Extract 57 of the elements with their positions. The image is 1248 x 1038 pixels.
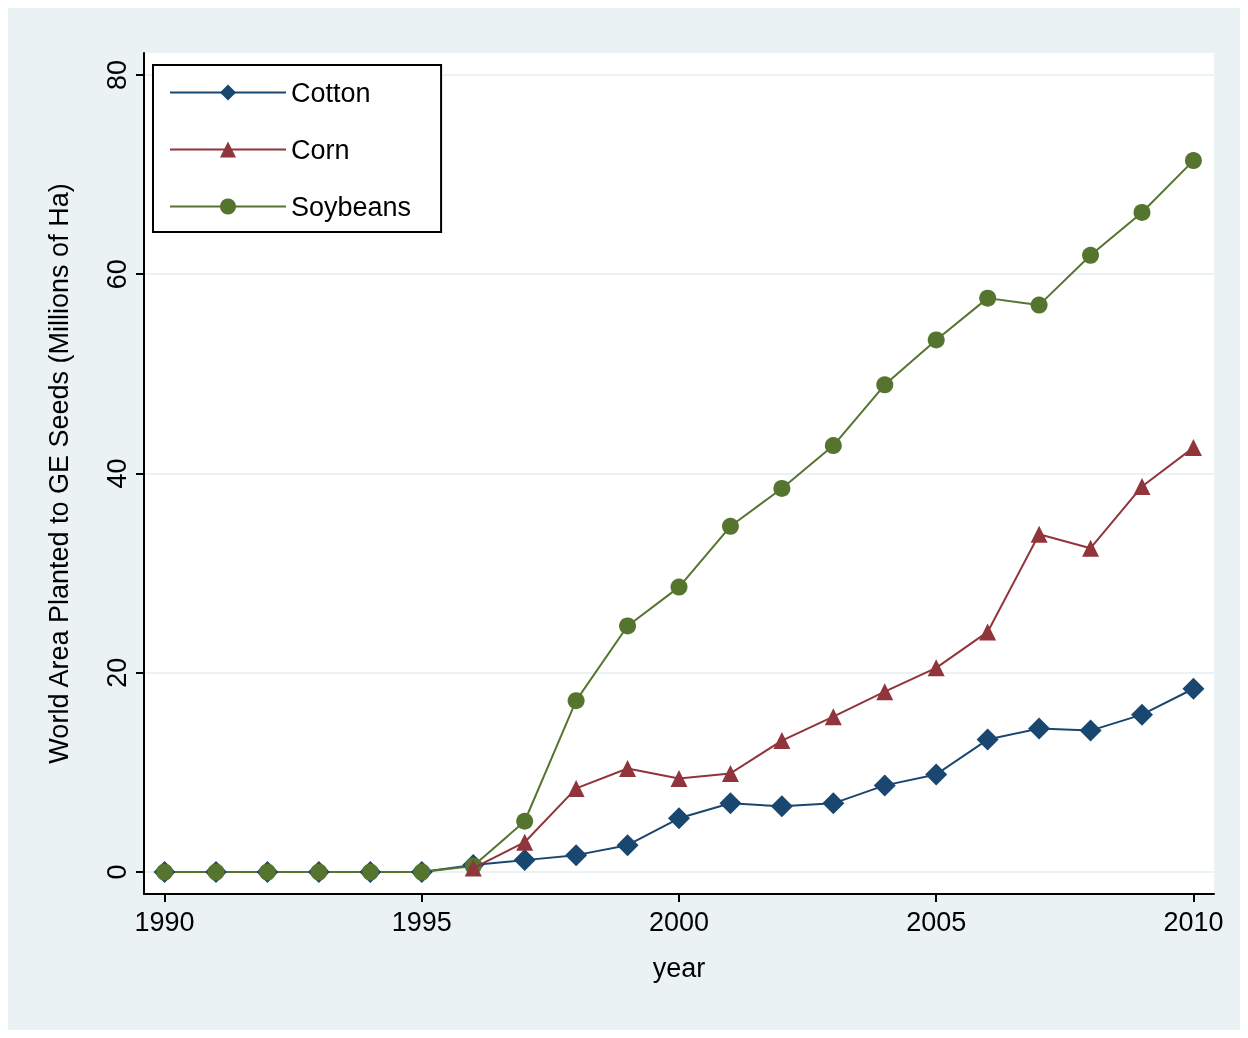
point	[619, 617, 637, 635]
legend-label: Soybeans	[291, 191, 412, 222]
point	[567, 692, 585, 710]
point	[1133, 477, 1151, 495]
point	[976, 728, 999, 751]
point	[719, 792, 742, 815]
point	[1082, 246, 1100, 264]
point	[1130, 703, 1153, 726]
point	[822, 792, 845, 815]
point	[876, 376, 894, 394]
point	[773, 479, 791, 497]
point	[516, 833, 534, 851]
point	[670, 578, 688, 596]
point	[1182, 677, 1205, 700]
point	[770, 795, 793, 818]
y-tick-label: 40	[101, 458, 132, 489]
y-tick-label: 60	[101, 259, 132, 290]
point	[1028, 717, 1051, 740]
point	[925, 763, 948, 786]
x-tick-label: 1990	[134, 906, 195, 937]
point	[979, 623, 997, 641]
point	[1082, 539, 1100, 557]
point	[876, 683, 894, 701]
y-tick-label: 0	[101, 864, 132, 880]
point	[824, 708, 842, 726]
legend-label: Cotton	[291, 77, 371, 108]
x-tick-label: 2000	[648, 906, 710, 937]
y-tick-label: 80	[101, 59, 132, 90]
point	[516, 812, 534, 830]
point	[565, 844, 588, 867]
point	[873, 774, 896, 797]
point	[1184, 152, 1202, 170]
point	[721, 764, 739, 782]
point	[668, 807, 690, 830]
point	[1079, 719, 1102, 742]
x-axis-title: year	[652, 952, 706, 983]
point	[1030, 525, 1048, 543]
point	[773, 732, 791, 750]
point	[824, 437, 842, 455]
point	[1030, 296, 1048, 314]
point	[927, 659, 945, 677]
point	[670, 769, 688, 787]
x-tick-label: 1995	[391, 906, 452, 937]
point	[721, 517, 739, 535]
x-tick-label: 2005	[906, 906, 967, 937]
point	[1184, 439, 1202, 457]
point	[979, 289, 997, 307]
point	[616, 834, 639, 857]
y-tick-label: 20	[101, 657, 132, 688]
point	[567, 779, 585, 797]
point	[513, 849, 536, 872]
y-axis-title: World Area Planted to GE Seeds (Millions of Ha)	[43, 183, 74, 764]
legend-label: Corn	[291, 134, 350, 165]
point	[927, 331, 945, 349]
point	[1133, 203, 1151, 221]
point	[619, 759, 637, 777]
x-tick-label: 2010	[1163, 906, 1224, 937]
